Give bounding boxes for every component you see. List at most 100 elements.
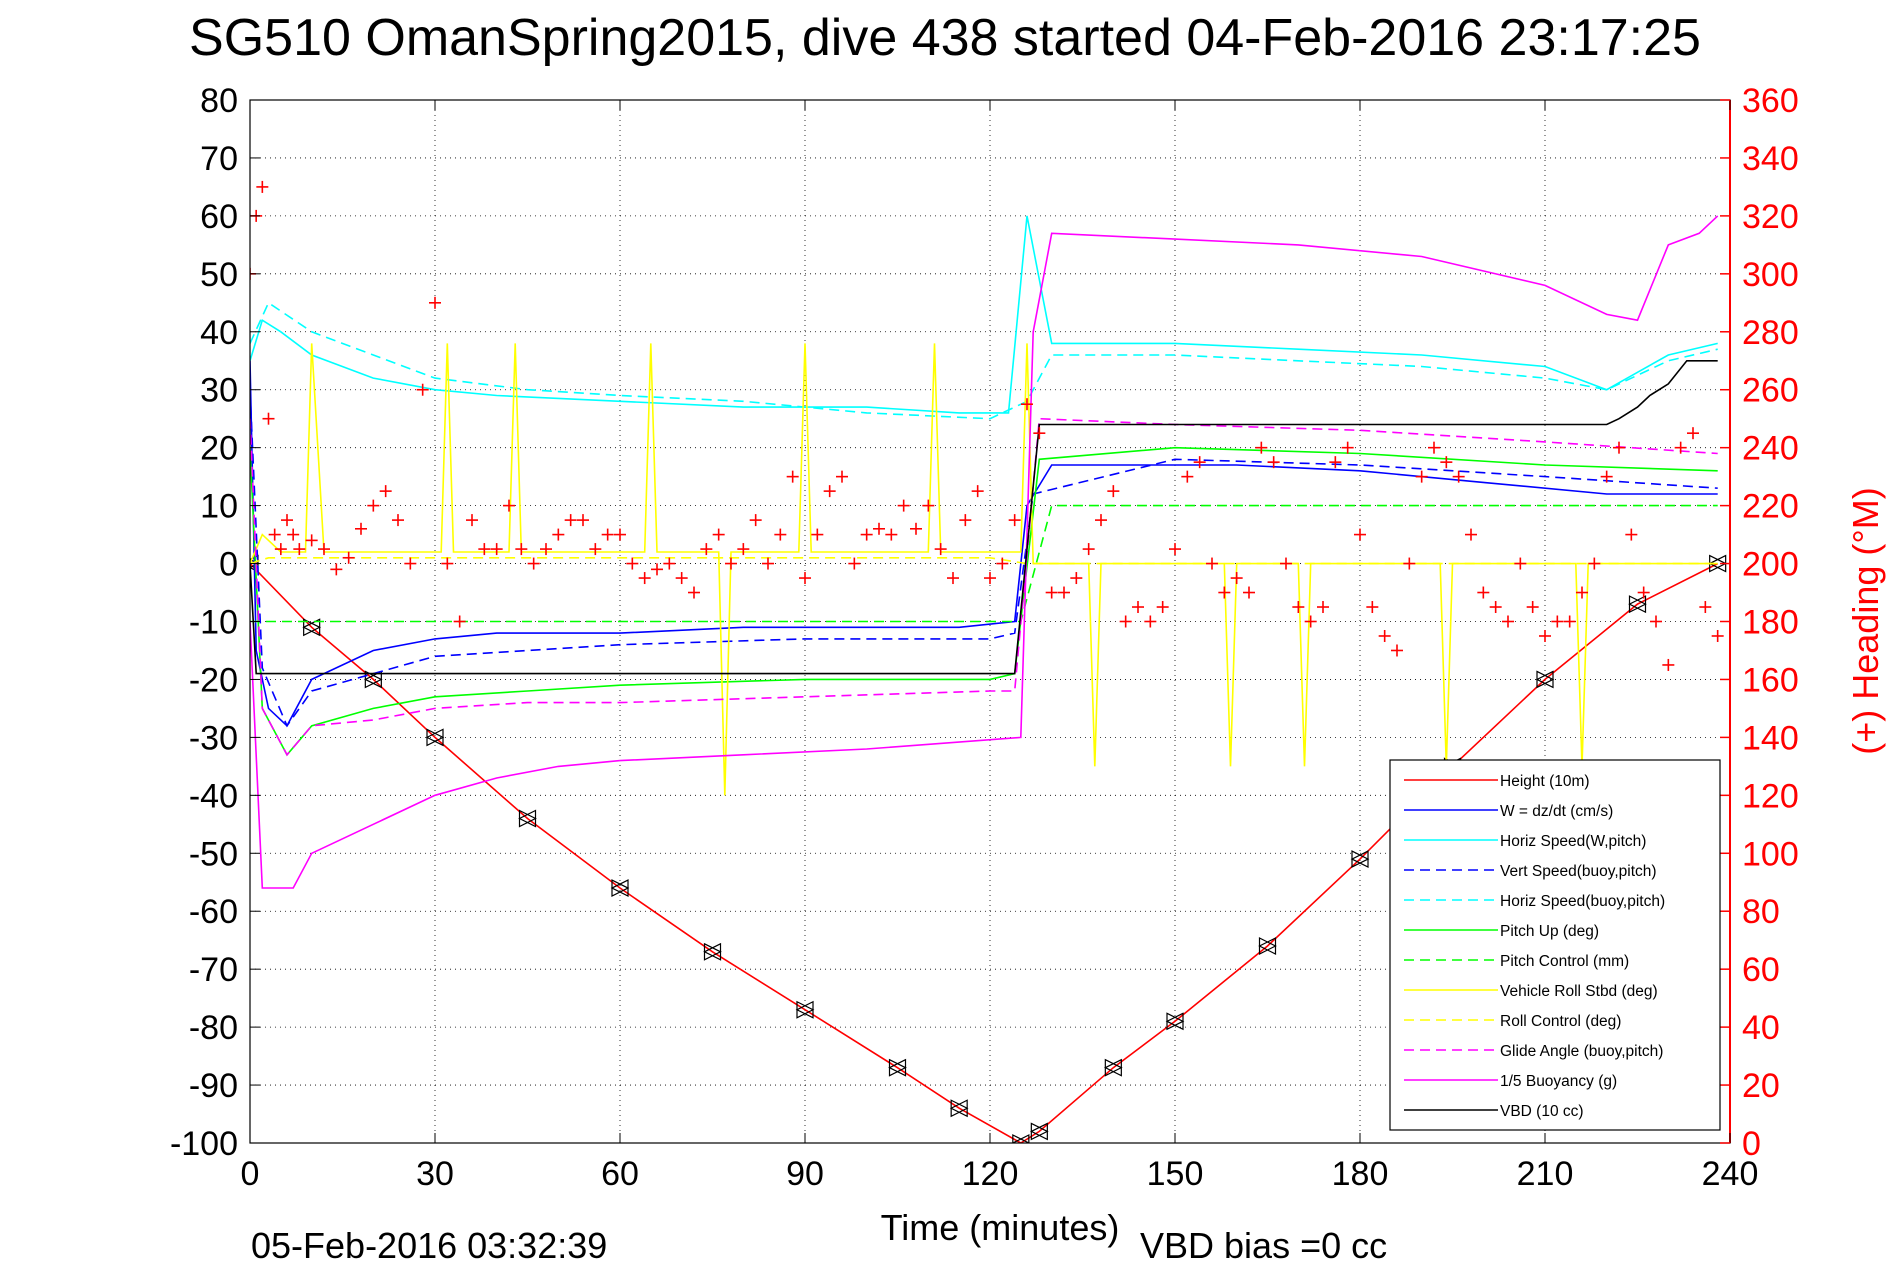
heading-point (1082, 543, 1095, 556)
heading-point (688, 586, 700, 599)
series-line (250, 215, 1719, 889)
legend-label: W = dz/dt (cm/s) (1500, 803, 1613, 820)
height-marker (518, 809, 537, 828)
legend-label: Roll Control (deg) (1500, 1013, 1621, 1030)
heading-point (1095, 514, 1107, 527)
legend-box (1389, 759, 1721, 1131)
height-marker (1029, 1122, 1048, 1141)
heading-point (1662, 658, 1675, 671)
series-line (250, 215, 1718, 414)
y-tick-label-right: 200 (1742, 546, 1799, 584)
series-line (250, 556, 1718, 565)
y-tick-label-left: 30 (200, 372, 238, 410)
height-marker (1103, 1058, 1122, 1077)
heading-point (330, 563, 343, 576)
heading-point (1526, 601, 1539, 614)
heading-point (441, 557, 454, 570)
height-marker (1011, 1134, 1030, 1143)
heading-point (1477, 586, 1490, 599)
heading-point (762, 557, 774, 570)
heading-point (589, 543, 602, 556)
series-line (250, 301, 1718, 420)
heading-point (287, 528, 300, 541)
heading-point (1329, 456, 1342, 469)
heading-point (453, 615, 466, 628)
heading-point (1107, 485, 1120, 498)
heading-point (725, 557, 737, 570)
heading-point (1169, 543, 1181, 556)
x-tick-label: 0 (241, 1155, 260, 1193)
legend-label: Pitch Control (mm) (1500, 953, 1629, 970)
legend-label: Glide Angle (buoy,pitch) (1500, 1043, 1663, 1060)
height-marker (363, 670, 382, 689)
y-tick-label-left: -70 (189, 951, 238, 989)
heading-point (1119, 615, 1132, 628)
y-tick-label-left: -20 (189, 661, 238, 699)
legend-label: Horiz Speed(buoy,pitch) (1500, 893, 1665, 910)
legend-label: Pitch Up (deg) (1500, 923, 1599, 940)
heading-point (515, 543, 528, 556)
legend-label: Horiz Speed(W,pitch) (1500, 833, 1646, 850)
series-line (250, 359, 1718, 675)
heading-point (638, 572, 651, 585)
y-tick-label-left: -30 (189, 719, 238, 757)
heading-point (466, 514, 478, 527)
heading-point (1551, 615, 1564, 628)
height-marker (888, 1058, 907, 1077)
heading-layer (250, 180, 1724, 671)
y-tick-label-right: 20 (1742, 1067, 1780, 1105)
heading-point (1280, 557, 1292, 570)
heading-point (1070, 572, 1083, 585)
height-marker (1628, 595, 1647, 614)
y-tick-label-left: 20 (200, 430, 238, 468)
heading-point (1144, 615, 1157, 628)
heading-point (910, 522, 922, 535)
y-tick-label-left: 40 (200, 314, 238, 352)
heading-point (256, 180, 269, 193)
heading-point (786, 470, 799, 483)
heading-point (355, 522, 367, 535)
x-tick-label: 60 (601, 1155, 639, 1193)
y-tick-label-right: 180 (1742, 604, 1799, 642)
height-marker (1165, 1012, 1184, 1031)
y-tick-label-right: 300 (1742, 256, 1799, 294)
heading-point (1674, 441, 1687, 454)
y-tick-label-right: 100 (1742, 835, 1799, 873)
legend: Height (10m) W = dz/dt (cm/s) Horiz Speed(… (1389, 759, 1721, 1131)
heading-point (651, 563, 663, 576)
y-tick-label-left: -80 (189, 1009, 238, 1047)
y-tick-label-right: 0 (1742, 1125, 1761, 1163)
x-axis: 0 30 60 90 120 150 180 210 240 (241, 100, 1758, 1193)
y-tick-label-left: -10 (189, 604, 238, 642)
x-axis-label: Time (minutes) (881, 1207, 1120, 1248)
heading-point (700, 543, 713, 556)
heading-point (947, 572, 959, 585)
y-tick-label-right: 80 (1742, 893, 1780, 931)
heading-point (1058, 586, 1070, 599)
x-tick-label: 120 (962, 1155, 1019, 1193)
heading-point (712, 528, 725, 541)
y-tick-label-right: 120 (1742, 777, 1799, 815)
heading-point (1539, 629, 1551, 642)
heading-point (1440, 456, 1453, 469)
x-tick-label: 90 (786, 1155, 824, 1193)
y-tick-label-right: 60 (1742, 951, 1780, 989)
y-tick-label-right: 220 (1742, 488, 1799, 526)
heading-point (1637, 586, 1650, 599)
y-tick-label-right: 140 (1742, 719, 1799, 757)
heading-point (1008, 514, 1021, 527)
height-marker (425, 728, 444, 747)
heading-point (318, 543, 330, 556)
heading-point (1366, 601, 1379, 614)
heading-point (1502, 615, 1514, 628)
heading-point (1711, 629, 1724, 642)
legend-label: Height (10m) (1500, 773, 1590, 790)
heading-point (675, 572, 688, 585)
legend-label: Vehicle Roll Stbd (deg) (1500, 983, 1658, 1000)
y-tick-label-left: -90 (189, 1067, 238, 1105)
heading-point (577, 514, 589, 527)
heading-point (527, 557, 540, 570)
heading-point (1255, 441, 1268, 454)
height-marker (795, 1000, 814, 1019)
